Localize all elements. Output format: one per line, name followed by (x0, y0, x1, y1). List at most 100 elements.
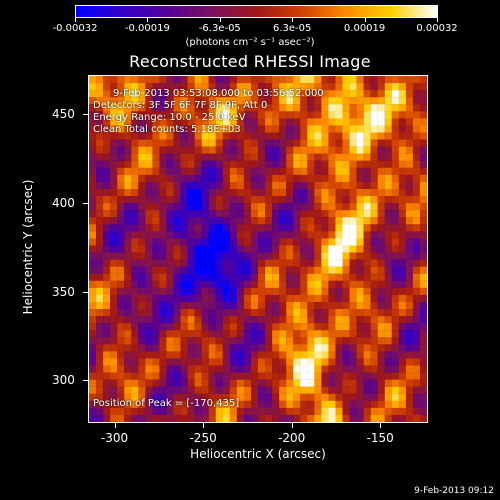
heatmap-cell (89, 379, 97, 387)
heatmap-cell (166, 316, 174, 324)
heatmap-cell (356, 104, 364, 112)
heatmap-cell (117, 224, 125, 232)
chart-title: Reconstructed RHESSI Image (129, 52, 371, 71)
heatmap-cell (194, 280, 202, 288)
heatmap-cell (166, 153, 174, 161)
heatmap-cell (222, 386, 230, 394)
heatmap-cell (391, 358, 399, 366)
heatmap-cell (419, 104, 427, 112)
heatmap-cell (250, 414, 259, 422)
heatmap-cell (229, 273, 238, 281)
heatmap-cell (173, 372, 181, 380)
heatmap-cell (265, 167, 273, 175)
heatmap-cell (272, 386, 280, 394)
heatmap-cell (201, 153, 209, 161)
heatmap-cell (236, 217, 245, 225)
heatmap-cell (173, 153, 181, 161)
heatmap-cell (215, 132, 223, 140)
heatmap-cell (229, 167, 238, 175)
heatmap-cell (250, 188, 259, 197)
heatmap-cell (208, 139, 216, 147)
heatmap-cell (89, 393, 97, 401)
heatmap-cell (89, 139, 97, 147)
heatmap-cell (180, 386, 188, 394)
heatmap-cell (201, 224, 209, 232)
heatmap-cell (180, 97, 188, 105)
heatmap-cell (173, 181, 181, 190)
heatmap-cell (194, 167, 202, 175)
heatmap-cell (279, 210, 287, 218)
heatmap-cell (335, 309, 343, 317)
heatmap-cell (236, 76, 245, 84)
heatmap-cell (215, 210, 223, 218)
heatmap-cell (377, 323, 385, 331)
heatmap-cell (328, 344, 336, 352)
heatmap-cell (222, 245, 230, 253)
heatmap-cell (173, 217, 181, 225)
heatmap-cell (279, 266, 287, 274)
heatmap-cell (321, 309, 329, 317)
heatmap-cell (194, 196, 202, 204)
heatmap-cell (370, 400, 378, 409)
heatmap-cell (398, 259, 407, 267)
heatmap-cell (201, 167, 209, 175)
heatmap-cell (363, 344, 371, 352)
heatmap-cell (356, 365, 364, 373)
heatmap-cell (229, 160, 238, 168)
heatmap-cell (391, 337, 399, 345)
heatmap-cell (258, 280, 266, 288)
heatmap-cell (117, 132, 125, 140)
heatmap-cell (405, 287, 414, 296)
heatmap-cell (314, 181, 322, 190)
heatmap-cell (272, 309, 280, 317)
heatmap-cell (321, 76, 329, 84)
heatmap-cell (215, 400, 223, 409)
heatmap-cell (335, 365, 343, 373)
heatmap-cell (419, 132, 427, 140)
heatmap-cell (279, 316, 287, 324)
heatmap-cell (96, 393, 104, 401)
heatmap-cell (103, 372, 111, 380)
heatmap-cell (342, 245, 350, 253)
heatmap-cell (250, 111, 259, 119)
heatmap-cell (286, 167, 294, 175)
heatmap-cell (307, 188, 315, 197)
heatmap-cell (314, 414, 322, 422)
heatmap-cell (103, 294, 111, 303)
heatmap-cell (384, 188, 392, 197)
heatmap-cell (412, 231, 421, 239)
heatmap-cell (166, 379, 174, 387)
heatmap-cell (131, 316, 139, 324)
heatmap-cell (152, 372, 160, 380)
heatmap-cell (384, 139, 392, 147)
heatmap-cell (236, 337, 245, 345)
heatmap-cell (152, 252, 160, 260)
heatmap-cell (293, 245, 301, 253)
heatmap-cell (328, 118, 336, 126)
heatmap-cell (131, 97, 139, 105)
heatmap-cell (321, 196, 329, 204)
heatmap-cell (194, 111, 202, 119)
heatmap-cell (166, 132, 174, 140)
heatmap-cell (187, 294, 195, 303)
heatmap-cell (300, 400, 308, 409)
heatmap-cell (229, 379, 238, 387)
heatmap-cell (307, 245, 315, 253)
heatmap-cell (363, 153, 371, 161)
heatmap-cell (293, 132, 301, 140)
heatmap-cell (293, 125, 301, 133)
heatmap-cell (124, 266, 132, 274)
heatmap-cell (201, 372, 209, 380)
heatmap-cell (208, 118, 216, 126)
heatmap-cell (321, 301, 329, 310)
heatmap-cell (215, 316, 223, 324)
heatmap-cell (138, 379, 146, 387)
y-axis-label: Heliocentric Y (arcsec) (21, 179, 35, 315)
heatmap-cell (173, 351, 181, 359)
heatmap-cell (215, 83, 223, 91)
heatmap-cell (405, 118, 414, 126)
heatmap-cell (138, 301, 146, 310)
heatmap-cell (236, 287, 245, 296)
heatmap-cell (243, 407, 252, 416)
heatmap-cell (166, 118, 174, 126)
